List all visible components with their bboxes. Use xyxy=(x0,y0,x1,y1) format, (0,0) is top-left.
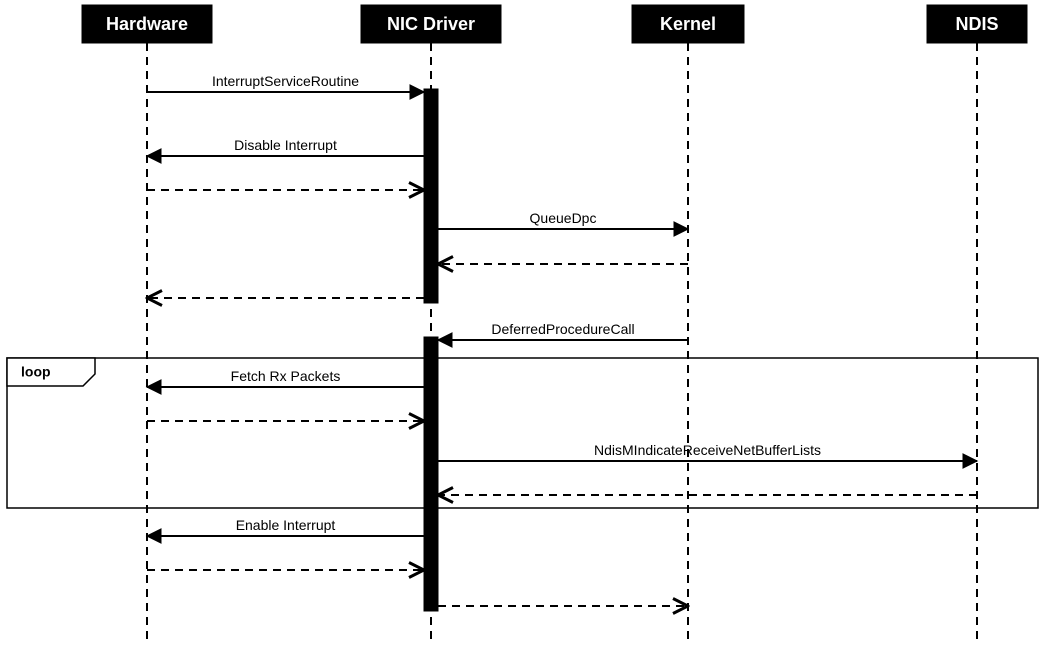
participant-kernel-label: Kernel xyxy=(660,14,716,34)
participant-driver-label: NIC Driver xyxy=(387,14,475,34)
loop-frame xyxy=(7,358,1038,508)
participant-ndis-label: NDIS xyxy=(955,14,998,34)
message-label-6: DeferredProcedureCall xyxy=(491,321,634,337)
activation-driver-1 xyxy=(424,337,438,611)
sequence-diagram: loop InterruptServiceRoutine Disable Inter… xyxy=(0,0,1047,649)
participant-hw-label: Hardware xyxy=(106,14,188,34)
message-label-7: Fetch Rx Packets xyxy=(231,368,341,384)
loop-label: loop xyxy=(21,364,51,380)
activation-driver-0 xyxy=(424,89,438,303)
message-label-1: Disable Interrupt xyxy=(234,137,337,153)
message-label-0: InterruptServiceRoutine xyxy=(212,73,359,89)
message-label-9: NdisMIndicateReceiveNetBufferLists xyxy=(594,442,821,458)
message-label-11: Enable Interrupt xyxy=(236,517,336,533)
message-label-3: QueueDpc xyxy=(530,210,597,226)
